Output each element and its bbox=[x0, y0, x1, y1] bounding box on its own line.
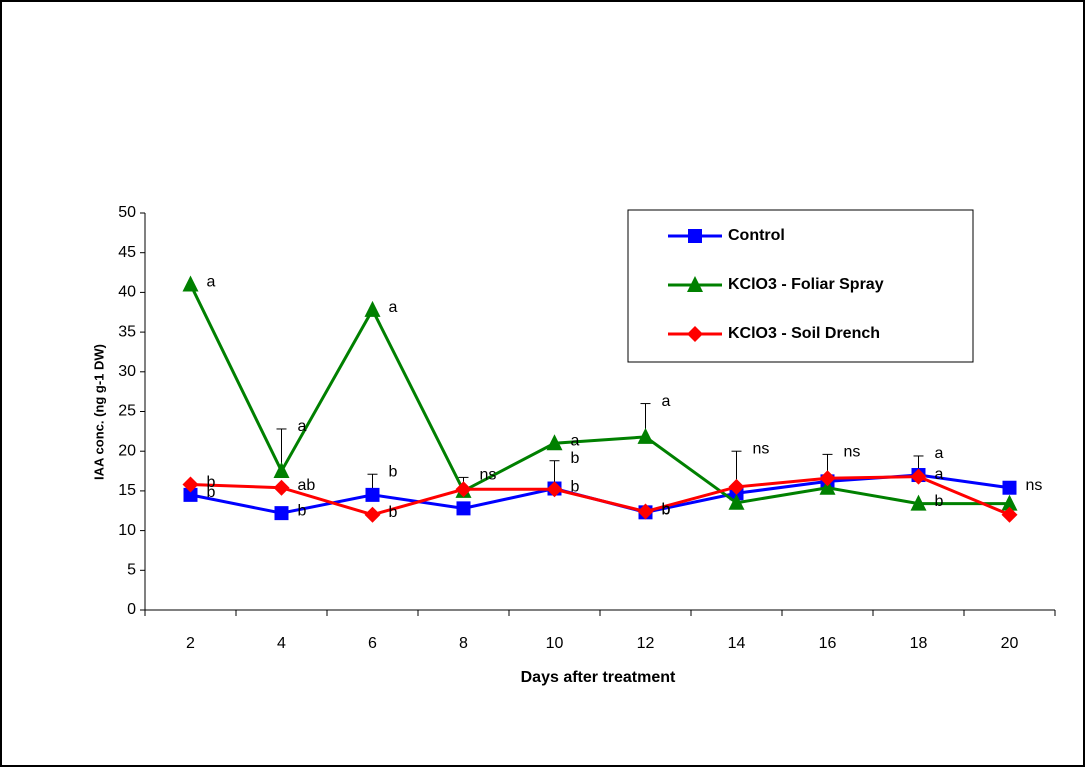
legend-label: KClO3 - Foliar Spray bbox=[728, 276, 884, 293]
y-tick-label: 50 bbox=[118, 204, 136, 221]
x-tick-label: 12 bbox=[637, 635, 655, 652]
marker-square bbox=[1003, 481, 1017, 495]
x-tick-label: 20 bbox=[1001, 635, 1019, 652]
significance-letter: b bbox=[571, 479, 580, 496]
significance-letter: b bbox=[207, 474, 216, 491]
significance-letter: a bbox=[298, 418, 307, 435]
y-axis-title: IAA conc. (ng g-1 DW) bbox=[91, 344, 106, 480]
y-tick-label: 5 bbox=[127, 562, 136, 579]
y-tick-label: 40 bbox=[118, 284, 136, 301]
x-tick-label: 2 bbox=[186, 635, 195, 652]
significance-letter: ns bbox=[753, 440, 770, 457]
significance-letter: a bbox=[571, 432, 580, 449]
x-tick-label: 16 bbox=[819, 635, 837, 652]
y-tick-label: 10 bbox=[118, 522, 136, 539]
legend-label: Control bbox=[728, 227, 785, 244]
significance-letter: a bbox=[662, 393, 671, 410]
significance-letter: b bbox=[298, 502, 307, 519]
significance-letter: b bbox=[935, 493, 944, 510]
significance-letter: b bbox=[389, 463, 398, 480]
significance-letter: b bbox=[389, 504, 398, 521]
y-tick-label: 30 bbox=[118, 363, 136, 380]
marker-square bbox=[688, 229, 702, 243]
x-tick-label: 8 bbox=[459, 635, 468, 652]
x-tick-label: 18 bbox=[910, 635, 928, 652]
significance-letter: ns bbox=[480, 467, 497, 484]
y-tick-label: 15 bbox=[118, 482, 136, 499]
x-tick-label: 4 bbox=[277, 635, 286, 652]
significance-letter: b bbox=[662, 501, 671, 518]
chart: Days after treatment IAA conc. (ng g-1 D… bbox=[0, 0, 1085, 767]
y-tick-label: 45 bbox=[118, 244, 136, 261]
significance-letter: a bbox=[935, 445, 944, 462]
y-tick-label: 35 bbox=[118, 323, 136, 340]
significance-letter: ab bbox=[298, 477, 316, 494]
significance-letter: a bbox=[389, 299, 398, 316]
significance-letter: ns bbox=[844, 444, 861, 461]
y-tick-label: 0 bbox=[127, 601, 136, 618]
significance-letter: a bbox=[207, 274, 216, 291]
legend-label: KClO3 - Soil Drench bbox=[728, 325, 880, 342]
x-tick-label: 6 bbox=[368, 635, 377, 652]
y-tick-label: 25 bbox=[118, 403, 136, 420]
marker-square bbox=[457, 501, 471, 515]
y-tick-label: 20 bbox=[118, 442, 136, 459]
x-axis-title: Days after treatment bbox=[521, 669, 676, 686]
x-tick-label: 14 bbox=[728, 635, 746, 652]
significance-letter: b bbox=[571, 450, 580, 467]
marker-square bbox=[275, 506, 289, 520]
marker-square bbox=[366, 488, 380, 502]
significance-letter: a bbox=[935, 466, 944, 483]
significance-letter: ns bbox=[1026, 477, 1043, 494]
x-tick-label: 10 bbox=[546, 635, 564, 652]
